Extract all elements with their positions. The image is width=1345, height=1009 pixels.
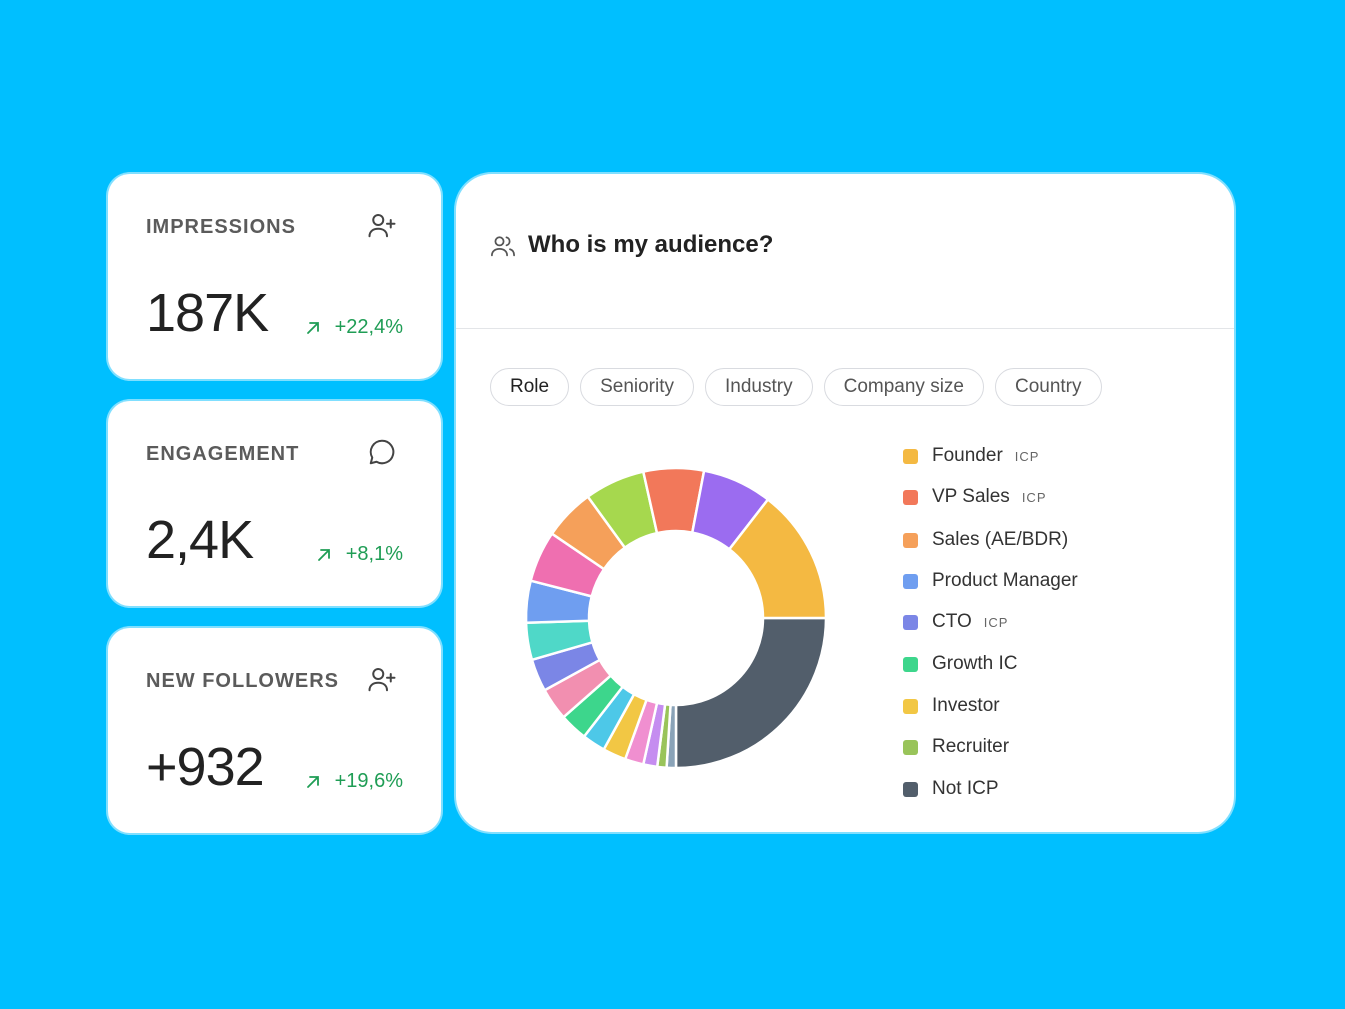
arrow-up-right-icon: [306, 321, 319, 334]
stat-delta: +19,6%: [305, 770, 403, 793]
legend-swatch: [903, 448, 918, 464]
legend-swatch: [903, 739, 918, 755]
stat-value: 187K: [146, 283, 269, 343]
tab-company-size[interactable]: Company size: [823, 368, 984, 406]
role-donut-chart: [524, 466, 828, 770]
legend-item[interactable]: Not ICP: [903, 777, 999, 801]
icp-tag: ICP: [1021, 489, 1047, 505]
audience-panel: Who is my audience? Role Seniority Indus…: [456, 174, 1234, 832]
legend-swatch: [903, 614, 918, 630]
engagement-card: ENGAGEMENT 2,4K +8,1%: [108, 401, 441, 606]
stat-delta-value: +22,4%: [334, 316, 403, 338]
stat-label: NEW FOLLOWERS: [146, 670, 339, 692]
legend-item[interactable]: Product Manager: [903, 569, 1078, 593]
tab-country[interactable]: Country: [994, 368, 1102, 406]
legend-label: CTO: [932, 611, 972, 632]
icp-tag: ICP: [1014, 448, 1040, 464]
legend-item[interactable]: Recruiter: [903, 735, 1009, 759]
tab-industry[interactable]: Industry: [705, 368, 813, 406]
legend-swatch: [903, 489, 918, 505]
stat-value: 2,4K: [146, 510, 254, 570]
legend-item[interactable]: Growth IC: [903, 652, 1018, 676]
new-followers-card: NEW FOLLOWERS +932 +19,6%: [108, 628, 441, 833]
legend-item[interactable]: CTO ICP: [903, 610, 1008, 634]
stat-delta: +22,4%: [305, 316, 403, 339]
tab-seniority[interactable]: Seniority: [580, 368, 694, 406]
audience-header: Who is my audience?: [456, 174, 1234, 329]
user-plus-icon: [368, 214, 396, 238]
legend-swatch: [903, 698, 918, 714]
stat-label: ENGAGEMENT: [146, 443, 300, 465]
users-icon: [491, 236, 515, 257]
legend-label: Founder: [932, 445, 1003, 466]
audience-title: Who is my audience?: [528, 231, 774, 258]
legend-swatch: [903, 532, 918, 548]
legend-label: Sales (AE/BDR): [932, 529, 1069, 550]
legend-item[interactable]: Investor: [903, 694, 1000, 718]
donut-segment[interactable]: [728, 498, 828, 620]
legend-label: Growth IC: [932, 653, 1018, 674]
stat-label: IMPRESSIONS: [146, 216, 296, 238]
chat-bubble-icon: [369, 439, 395, 465]
stat-delta-value: +19,6%: [334, 770, 403, 792]
tab-role[interactable]: Role: [490, 368, 570, 406]
legend-item[interactable]: VP Sales ICP: [903, 485, 1046, 509]
arrow-up-right-icon: [306, 775, 319, 788]
stat-delta-value: +8,1%: [345, 543, 403, 565]
legend-label: Not ICP: [932, 778, 999, 799]
legend-label: VP Sales: [932, 486, 1010, 507]
stat-value: +932: [146, 737, 265, 797]
legend-swatch: [903, 573, 918, 589]
legend-item[interactable]: Founder ICP: [903, 444, 1039, 468]
arrow-up-right-icon: [317, 548, 330, 561]
legend-label: Investor: [932, 695, 1000, 716]
legend-label: Product Manager: [932, 570, 1078, 591]
legend-item[interactable]: Sales (AE/BDR): [903, 528, 1068, 552]
impressions-card: IMPRESSIONS 187K +22,4%: [108, 174, 441, 379]
donut-segment[interactable]: [674, 616, 828, 770]
legend-swatch: [903, 656, 918, 672]
user-plus-icon: [368, 668, 396, 692]
stat-delta: +8,1%: [316, 543, 403, 566]
legend-swatch: [903, 781, 918, 797]
audience-tabs: Role Seniority Industry Company size Cou…: [490, 368, 1102, 406]
icp-tag: ICP: [983, 614, 1009, 630]
legend-label: Recruiter: [932, 736, 1010, 757]
